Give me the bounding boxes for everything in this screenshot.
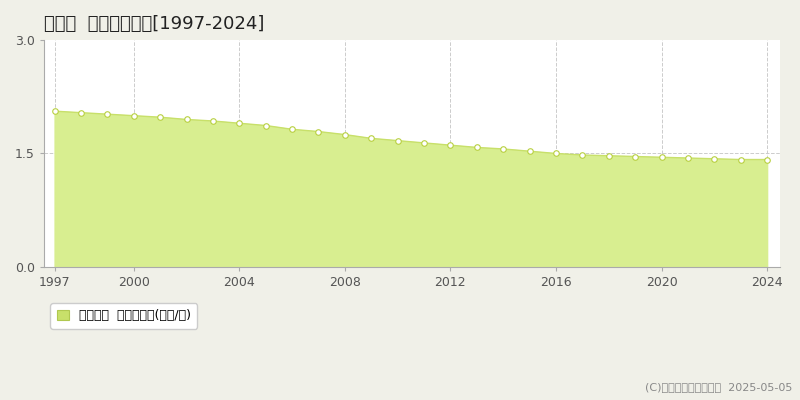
Text: (C)土地価格ドットコム  2025-05-05: (C)土地価格ドットコム 2025-05-05 — [645, 382, 792, 392]
Legend: 基準地価  平均坊単価(万円/坊): 基準地価 平均坊単価(万円/坊) — [50, 303, 198, 329]
Text: 髦川村  基準地価推移[1997-2024]: 髦川村 基準地価推移[1997-2024] — [44, 15, 265, 33]
